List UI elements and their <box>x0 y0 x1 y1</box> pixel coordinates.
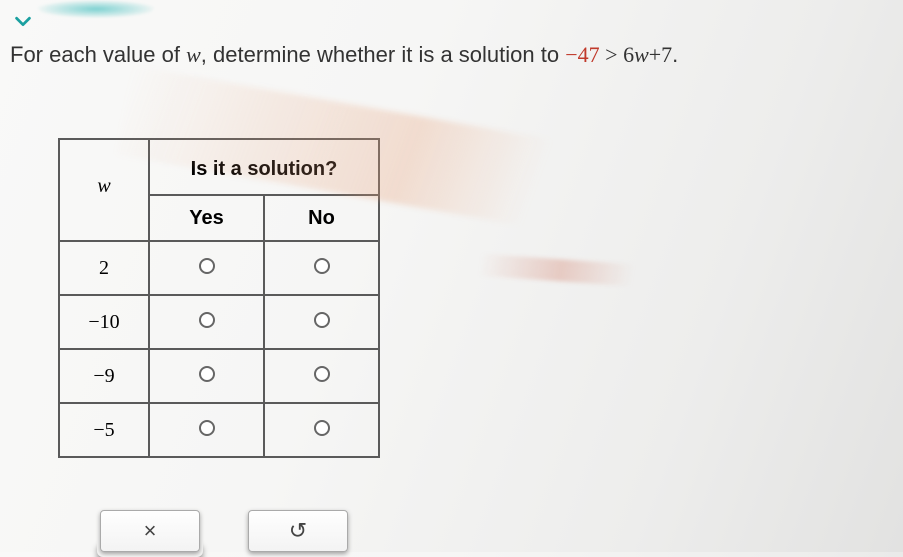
prompt-prefix: For each value of <box>10 42 186 67</box>
radio-no-1[interactable] <box>314 312 330 328</box>
table-row: −5 <box>59 403 379 457</box>
solution-table: w Is it a solution? Yes No 2 −10 −9 −5 <box>58 138 380 458</box>
yes-cell <box>149 403 264 457</box>
question-prompt: For each value of w, determine whether i… <box>10 42 891 68</box>
collapse-toggle[interactable] <box>6 4 40 38</box>
radio-yes-0[interactable] <box>199 258 215 274</box>
yes-cell <box>149 241 264 295</box>
radio-no-0[interactable] <box>314 258 330 274</box>
prompt-period: . <box>672 42 678 67</box>
radio-yes-1[interactable] <box>199 312 215 328</box>
inequality-coeff: 6 <box>623 42 634 67</box>
radio-yes-2[interactable] <box>199 366 215 382</box>
value-cell: −9 <box>59 349 149 403</box>
inequality-gt: > <box>600 42 623 67</box>
yes-column-header: Yes <box>149 195 264 241</box>
radio-no-3[interactable] <box>314 420 330 436</box>
radio-yes-3[interactable] <box>199 420 215 436</box>
photo-glare-2 <box>479 254 660 289</box>
no-column-header: No <box>264 195 379 241</box>
decorative-smudge <box>36 0 156 18</box>
value-cell: 2 <box>59 241 149 295</box>
table-row: −10 <box>59 295 379 349</box>
x-icon: × <box>144 518 157 544</box>
no-cell <box>264 349 379 403</box>
var-column-header: w <box>59 139 149 241</box>
inequality-plus: +7 <box>649 42 672 67</box>
prompt-variable: w <box>186 42 201 67</box>
reset-button[interactable]: ↺ <box>248 510 348 552</box>
prompt-inequality: −47 > 6w+7 <box>565 42 672 67</box>
yes-cell <box>149 349 264 403</box>
yes-cell <box>149 295 264 349</box>
chevron-down-icon <box>12 10 34 32</box>
value-cell: −5 <box>59 403 149 457</box>
undo-icon: ↺ <box>289 518 307 544</box>
no-cell <box>264 403 379 457</box>
table-row: 2 <box>59 241 379 295</box>
inequality-lhs: −47 <box>565 42 599 67</box>
prompt-mid: , determine whether it is a solution to <box>201 42 565 67</box>
no-cell <box>264 241 379 295</box>
no-cell <box>264 295 379 349</box>
solution-table-wrap: w Is it a solution? Yes No 2 −10 −9 −5 <box>58 138 380 458</box>
clear-button[interactable]: × <box>100 510 200 552</box>
value-cell: −10 <box>59 295 149 349</box>
question-column-header: Is it a solution? <box>149 139 379 195</box>
table-header-row-1: w Is it a solution? <box>59 139 379 195</box>
inequality-var: w <box>634 42 649 67</box>
table-row: −9 <box>59 349 379 403</box>
action-button-row: × ↺ <box>100 510 348 552</box>
radio-no-2[interactable] <box>314 366 330 382</box>
